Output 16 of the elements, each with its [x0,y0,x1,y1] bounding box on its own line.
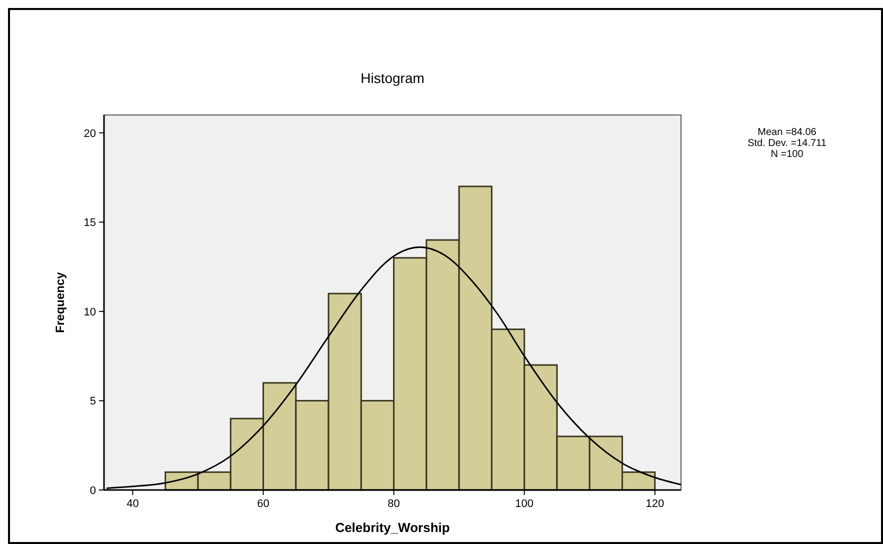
y-tick-label: 5 [90,396,96,408]
chart-title: Histogram [360,70,424,86]
text: Std. Dev. =14.711 [748,138,827,149]
text: N =100 [770,149,804,160]
x-axis-title: Celebrity_Worship [335,520,450,535]
y-axis-title: Frequency [53,272,67,333]
x-tick-label: 40 [126,498,139,510]
x-tick-label: 80 [388,498,400,510]
y-tick-label: 15 [84,217,96,230]
y-tick-label: 0 [90,485,96,497]
text: Mean =84.06 [758,127,817,138]
y-tick-label: 20 [84,128,96,140]
x-tick-label: 120 [646,498,664,510]
x-tick-label: 60 [257,498,270,510]
x-tick-label: 100 [515,498,534,510]
y-tick-label: 10 [84,306,96,318]
